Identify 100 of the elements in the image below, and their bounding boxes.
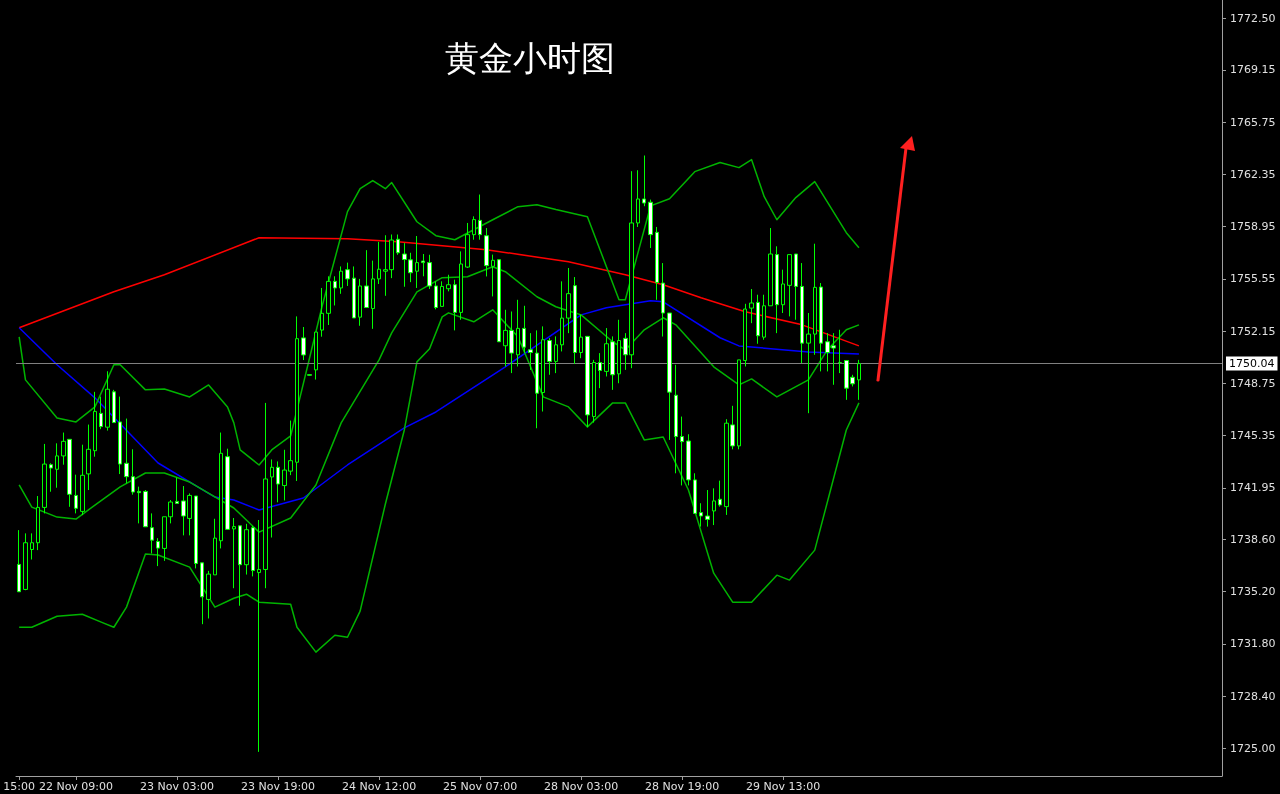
candlestick [93,391,97,458]
y-tick-label: 1755.55 [1230,272,1276,286]
text: 黄金小时图 [445,38,615,78]
candlestick [667,312,672,441]
candlestick [295,315,299,482]
candlestick [131,448,135,496]
candlestick [105,370,110,432]
candlestick [705,489,710,528]
candlestick [743,303,747,367]
candlestick [806,312,811,414]
candlestick [270,458,274,539]
candlestick [371,260,375,330]
line-series [18,309,860,653]
candlestick [642,155,646,207]
y-tick-label: 1728.40 [1230,689,1276,703]
candlestick [99,396,103,430]
candlestick [579,314,583,359]
candlestick [36,495,40,551]
line-series [18,266,860,533]
candlestick [560,280,564,352]
y-tick-label: 1735.20 [1230,585,1276,599]
candlestick [427,254,432,290]
candlestick [307,373,312,377]
candlestick [541,325,545,413]
candlestick [150,512,154,554]
candlestick [339,265,343,295]
candlestick [333,275,337,306]
candlestick [737,359,741,450]
candlestick [535,329,539,429]
line-series [18,299,860,511]
candlestick [813,243,817,356]
candlestick [156,537,160,567]
y-tick-label: 1762.35 [1230,167,1276,181]
candlestick [421,253,425,277]
x-tick-label: 23 Nov 03:00 [139,780,215,793]
line-series [18,158,860,466]
candlestick [484,227,489,277]
candlestick [415,235,419,289]
candlestick [213,518,217,576]
candlestick [699,502,703,528]
candlestick [219,432,223,549]
candlestick [257,519,261,753]
candlestick [693,472,697,514]
candlestick [244,523,249,576]
candlestick [23,532,28,591]
candlestick [206,570,211,619]
candlestick [478,194,482,241]
candlestick [345,262,350,287]
candlestick [472,215,476,241]
y-tick-label: 1745.35 [1230,429,1276,443]
candlestick [566,267,571,334]
candlestick [686,433,691,486]
candlestick [55,442,59,489]
candlestick [86,424,91,491]
candlestick [585,335,590,428]
candlestick [598,352,602,389]
candlestick [396,233,400,256]
candlestick [251,525,255,577]
candlestick [497,259,501,343]
candlestick [528,332,533,371]
y-tick-label: 1758.95 [1230,220,1276,234]
candlestick [124,418,129,484]
y-tick-label: 1725.00 [1230,741,1276,755]
y-tick-label: 1752.15 [1230,324,1276,338]
candlestick [661,262,665,338]
candlestick [80,444,85,516]
candlestick [263,402,268,589]
candlestick [749,288,754,324]
x-tick-label: 22 Nov 09:00 [38,780,114,793]
y-tick-label: 1765.75 [1230,115,1276,129]
candlestick [200,562,204,625]
y-tick-label: 1769.15 [1230,63,1276,77]
candlestick [857,359,861,401]
candlestick [446,274,451,292]
x-tick-label: 15:00 [3,780,36,793]
candlestick [377,241,381,285]
candlestick [42,443,47,514]
candlestick [794,253,798,321]
candlestick [112,389,116,424]
candlestick [674,364,678,474]
candlestick [434,280,438,310]
candlestick [326,275,331,326]
candlestick [800,262,804,364]
candlestick [465,222,470,269]
candlestick [617,319,621,384]
candlestick [522,305,526,354]
y-tick-label: 1748.75 [1230,376,1276,390]
candlestick [314,331,318,381]
x-tick-label: 28 Nov 03:00 [544,780,619,793]
candlestick [491,254,495,297]
candlestick [358,278,362,327]
candlestick [636,169,640,228]
ref-line-label: 1750.04 [1229,357,1275,371]
y-tick-label: 1741.95 [1230,481,1276,495]
candlestick [768,227,773,307]
candlestick [352,265,356,319]
candlestick [756,294,760,345]
candlestick [787,254,792,317]
candlestick [554,335,558,374]
candlestick [762,294,766,341]
